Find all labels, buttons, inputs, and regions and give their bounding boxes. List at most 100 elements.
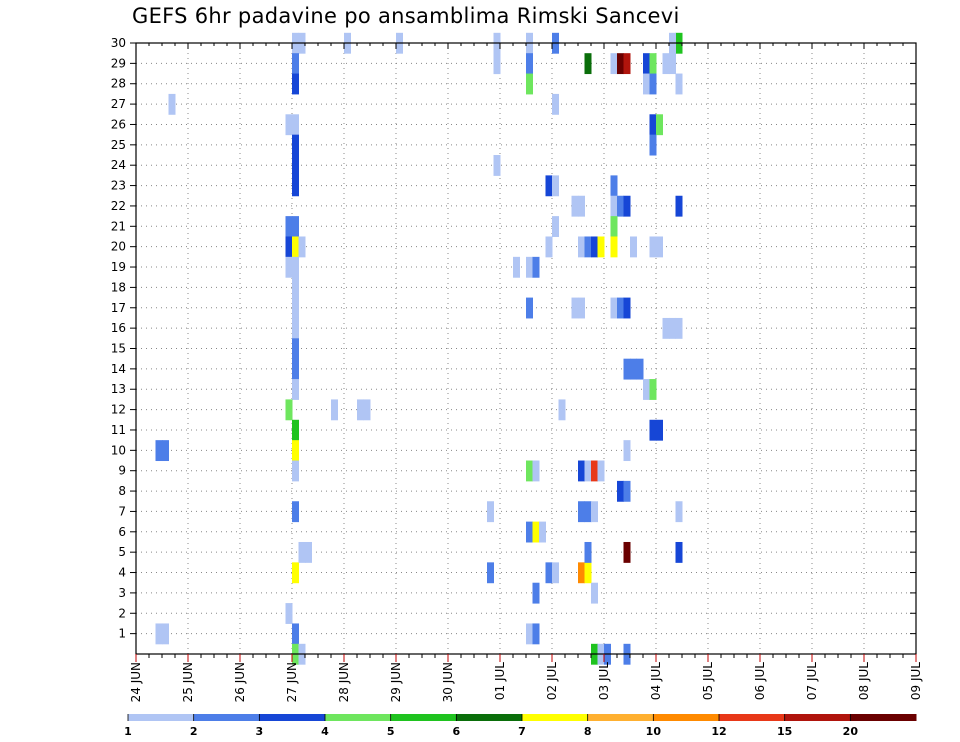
heatmap-cell [493, 53, 501, 75]
heatmap-cell [292, 175, 299, 197]
heatmap-cell [610, 175, 618, 197]
legend-swatch [259, 714, 326, 721]
y-tick-label: 15 [111, 342, 126, 356]
heatmap-cell [649, 73, 657, 95]
heatmap-cell [584, 541, 592, 563]
heatmap-cell [578, 501, 585, 523]
heatmap-cell [292, 256, 299, 278]
heatmap-cell [552, 562, 559, 584]
y-tick-label: 16 [111, 321, 126, 335]
heatmap-cell [285, 216, 293, 237]
y-tick-label: 20 [111, 240, 126, 254]
y-tick-label: 19 [111, 260, 126, 274]
x-tick-label: 01 JUL [493, 662, 507, 700]
heatmap-cell [623, 541, 631, 563]
heatmap-cell [623, 53, 631, 75]
x-tick-label: 09 JUL [909, 662, 923, 700]
heatmap-cell [610, 297, 618, 319]
heatmap-cell [649, 53, 657, 75]
y-tick-label: 12 [111, 403, 126, 417]
heatmap-cell [662, 317, 670, 339]
heatmap-cell [552, 175, 559, 197]
x-tick-label: 08 JUL [857, 662, 871, 700]
y-tick-label: 11 [111, 423, 126, 437]
heatmap-cell [155, 623, 163, 645]
y-tick-label: 2 [118, 606, 126, 620]
heatmap-cell [675, 541, 683, 563]
heatmap-cell [305, 541, 312, 563]
heatmap-cell [292, 155, 299, 176]
heatmap-cell [558, 399, 566, 421]
heatmap-cell [649, 419, 657, 441]
heatmap-cell [591, 501, 598, 523]
heatmap-cell [526, 623, 533, 645]
y-tick-label: 17 [111, 301, 126, 315]
heatmap-cell [591, 460, 598, 482]
heatmap-cell [526, 73, 533, 95]
legend-label: 7 [518, 725, 526, 738]
heatmap-cell [545, 562, 553, 584]
heatmap-cell [610, 195, 618, 217]
x-tick-label: 06 JUL [753, 662, 767, 700]
heatmap-cell [357, 399, 364, 421]
heatmap-cell [285, 399, 293, 421]
legend-swatch [456, 714, 523, 721]
heatmap-cell [487, 501, 494, 523]
x-axis: 24 JUN 25 JUN 26 JUN 27 JUN 28 JUN 29 JUN 30 J… [129, 43, 923, 702]
heatmap-cell [285, 236, 293, 258]
x-tick-label: 29 JUN [389, 662, 403, 702]
heatmap-cell [571, 297, 579, 319]
y-tick-label: 25 [111, 138, 126, 152]
heatmap-cell [493, 155, 501, 176]
heatmap-cell [545, 175, 553, 197]
heatmap-cell [597, 460, 605, 482]
chart-title: GEFS 6hr padavine po ansamblima Rimski S… [132, 4, 680, 28]
heatmap-cell [539, 521, 546, 543]
grid-lines [136, 42, 916, 654]
heatmap-cell [552, 216, 559, 237]
legend-swatch [850, 714, 917, 721]
heatmap-cell [649, 236, 657, 258]
y-tick-label: 29 [111, 56, 126, 70]
y-tick-label: 5 [118, 545, 126, 559]
y-tick-label: 24 [111, 158, 126, 172]
y-tick-label: 27 [111, 97, 126, 111]
heatmap-cell [513, 256, 520, 278]
heatmap-cell [168, 93, 176, 115]
heatmap-cell [578, 460, 585, 482]
heatmap-cell [298, 541, 306, 563]
y-tick-label: 6 [118, 525, 126, 539]
heatmap-cell [623, 440, 631, 462]
legend-label: 4 [321, 725, 329, 738]
heatmap-cell [675, 501, 683, 523]
heatmap-cell [669, 53, 676, 75]
heatmap-cell [292, 358, 299, 380]
x-tick-label: 05 JUL [701, 662, 715, 700]
heatmap-cell [610, 236, 618, 258]
x-tick-label: 28 JUN [337, 662, 351, 702]
heatmap-cell [578, 236, 585, 258]
heatmap-cell [292, 419, 299, 441]
heatmap-cell [649, 379, 657, 400]
heatmap-cell [578, 195, 585, 217]
y-tick-label: 14 [111, 362, 126, 376]
heatmap-cell [526, 256, 533, 278]
heatmap-cell [292, 134, 299, 156]
heatmap-cell [526, 53, 533, 75]
y-tick-label: 3 [118, 586, 126, 600]
heatmap-cell [285, 114, 293, 136]
heatmap-cell [571, 195, 579, 217]
heatmap-cell [584, 460, 592, 482]
heatmap-cell [649, 134, 657, 156]
heatmap-cell [298, 236, 306, 258]
heatmap-cell [292, 114, 299, 136]
legend-label: 10 [646, 725, 662, 738]
heatmap-cell [292, 216, 299, 237]
legend-label: 5 [387, 725, 395, 738]
heatmap-cell [292, 379, 299, 400]
legend-label: 20 [843, 725, 859, 738]
heatmap-cell [656, 236, 663, 258]
color-legend: 1 2 3 4 5 6 7 8 10 12 15 20 [124, 714, 917, 738]
y-tick-label: 7 [118, 504, 126, 518]
